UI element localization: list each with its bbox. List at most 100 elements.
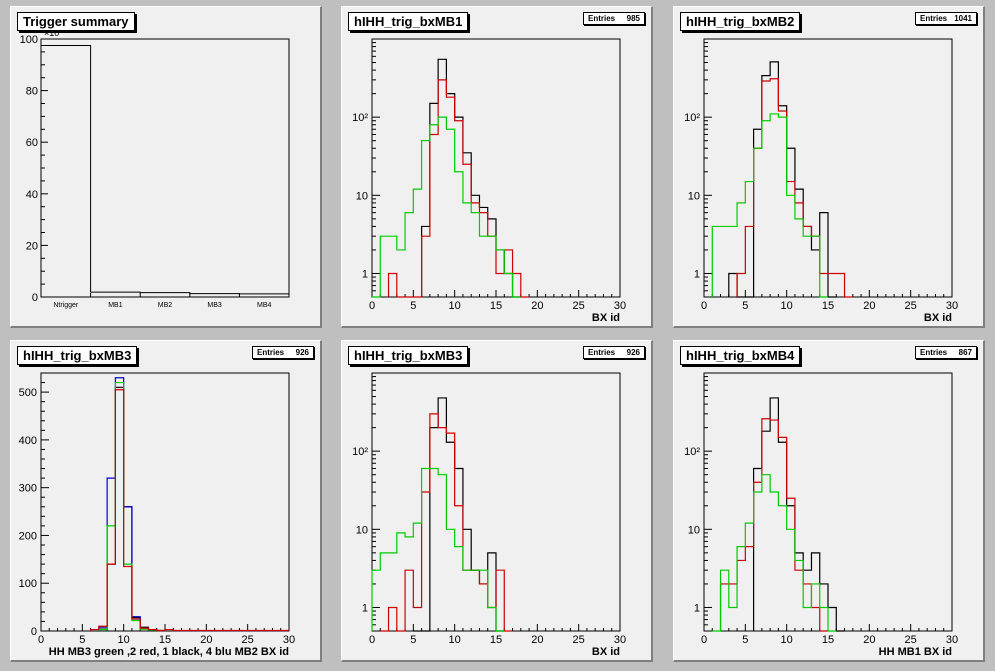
y-tick-label: 1 (362, 268, 368, 280)
x-tick-label: 20 (531, 300, 543, 312)
x-axis-label: HH MB1 BX id (879, 646, 952, 658)
x-tick-label: 10 (449, 300, 461, 312)
chart-bxMB1: 0 5 10 15 20 25 30 1 10 10² BX id (352, 38, 626, 324)
x-tick-label: 15 (822, 300, 834, 312)
chart-bxMB4: 0 5 10 15 20 25 30 1 10 10² HH MB1 BX id (684, 372, 958, 658)
pad-bxMB3-log: 0 5 10 15 20 25 30 1 10 10² BX id hIHH_trig_bxMB3 … (341, 340, 653, 662)
y-tick-label: 200 (19, 530, 37, 542)
entries-label: Entries (588, 348, 616, 357)
y-tick-label: 10 (356, 524, 368, 536)
x-tick-label: 30 (946, 300, 958, 312)
y-tick-label: 1 (694, 602, 700, 614)
pad-bxMB4: 0 5 10 15 20 25 30 1 10 10² HH MB1 BX id hIHH_trig… (673, 340, 985, 662)
x-tick-label: 25 (573, 300, 585, 312)
plot-frame (40, 38, 290, 298)
y-tick-label: 10² (684, 112, 700, 124)
series-green (712, 474, 837, 632)
x-tick-label: 20 (863, 300, 875, 312)
entries-label: Entries (920, 348, 948, 357)
x-tick-label: 10 (449, 634, 461, 646)
y-tick-label: 20 (26, 240, 38, 252)
x-tick-label: 0 (369, 300, 375, 312)
stats-box: Entries 926 (252, 346, 314, 359)
x-tick-label: MB3 (207, 302, 222, 309)
x-tick-label: 5 (410, 300, 416, 312)
y-tick-label: 100 (20, 34, 38, 46)
x-tick-label: 25 (242, 634, 254, 646)
chart-bxMB2: 0 5 10 15 20 25 30 1 10 10² BX id (684, 38, 958, 324)
entries-label: Entries (588, 14, 616, 23)
chart-title: hIHH_trig_bxMB3 (17, 346, 138, 365)
stats-box: Entries 1041 (915, 12, 977, 25)
x-axis-label: BX id (924, 312, 952, 324)
series-black (413, 397, 505, 632)
y-tick-label: 300 (19, 483, 37, 495)
histogram-bars (40, 44, 290, 297)
y-tick-label: 400 (19, 435, 37, 447)
x-tick-label: 25 (905, 634, 917, 646)
x-tick-label: 20 (200, 634, 212, 646)
y-tick-label: 10 (688, 190, 700, 202)
y-tick-label: 10 (356, 190, 368, 202)
x-tick-label: 15 (490, 300, 502, 312)
x-tick-label: 0 (701, 634, 707, 646)
entries-value: 985 (626, 14, 640, 23)
x-tick-label: 25 (573, 634, 585, 646)
x-tick-label: 10 (118, 634, 130, 646)
x-tick-label: Ntrigger (53, 302, 79, 309)
x-tick-label: 20 (531, 634, 543, 646)
x-tick-label: 5 (79, 634, 85, 646)
y-tick-label: 0 (31, 626, 37, 638)
entries-label: Entries (920, 14, 948, 23)
x-tick-label: 0 (701, 300, 707, 312)
y-tick-label: 10 (688, 524, 700, 536)
x-tick-label: 20 (863, 634, 875, 646)
x-tick-label: 30 (283, 634, 295, 646)
series-green (371, 467, 505, 632)
y-tick-label: 10² (352, 446, 368, 458)
plot-frame (40, 372, 290, 632)
series-green (372, 116, 521, 298)
y-tick-label: 0 (32, 292, 38, 304)
x-tick-label: 5 (742, 634, 748, 646)
pad-bxMB2: 0 5 10 15 20 25 30 1 10 10² BX id hIHH_trig_bxMB2 … (673, 6, 985, 328)
chart-title: hIHH_trig_bxMB3 (348, 346, 469, 365)
entries-value: 926 (295, 348, 309, 357)
stats-box: Entries 926 (583, 346, 645, 359)
x-axis-label: BX id (592, 312, 620, 324)
stats-box: Entries 985 (583, 12, 645, 25)
x-tick-label: 30 (614, 634, 626, 646)
y-tick-label: 10² (352, 112, 368, 124)
y-tick-label: 40 (26, 189, 38, 201)
chart-title: hIHH_trig_bxMB2 (680, 12, 801, 31)
x-tick-label: 30 (946, 634, 958, 646)
chart-bxMB3-log: 0 5 10 15 20 25 30 1 10 10² BX id (352, 372, 626, 658)
chart-title: hIHH_trig_bxMB1 (348, 12, 469, 31)
x-tick-label: 15 (822, 634, 834, 646)
x-tick-label: 5 (742, 300, 748, 312)
x-tick-label: 0 (369, 634, 375, 646)
x-tick-label: MB4 (257, 302, 272, 309)
x-tick-label: 15 (490, 634, 502, 646)
y-tick-label: 80 (26, 86, 38, 98)
chart-trigger-summary: Ntrigger MB1 MB2 MB3 MB4 0 20 40 60 80 100 ×10 3 (20, 28, 290, 309)
x-tick-label: 5 (410, 634, 416, 646)
y-tick-label: 1 (694, 268, 700, 280)
x-tick-label: MB1 (108, 302, 123, 309)
pad-trigger-summary: Ntrigger MB1 MB2 MB3 MB4 0 20 40 60 80 100 ×10 3 Tri… (10, 6, 322, 328)
y-tick-label: 100 (19, 578, 37, 590)
x-tick-label: 0 (38, 634, 44, 646)
entries-label: Entries (257, 348, 285, 357)
pad-bxMB1: 0 5 10 15 20 25 30 1 10 10² BX id hIHH_trig_bxMB1 … (341, 6, 653, 328)
series-green (711, 113, 828, 298)
stats-box: Entries 867 (915, 346, 977, 359)
x-tick-label: 10 (781, 300, 793, 312)
x-tick-label: MB2 (158, 302, 173, 309)
pad-bxMB3-linear: 0 5 10 15 20 25 30 0 100 200 300 400 500 HH MB3 green… (10, 340, 322, 662)
x-tick-label: 25 (905, 300, 917, 312)
y-exponent: ×10 (44, 28, 59, 38)
y-tick-label: 60 (26, 137, 38, 149)
x-axis-label: HH MB3 green ,2 red, 1 black, 4 blu MB2 … (49, 646, 289, 658)
y-tick-label: 10² (684, 446, 700, 458)
